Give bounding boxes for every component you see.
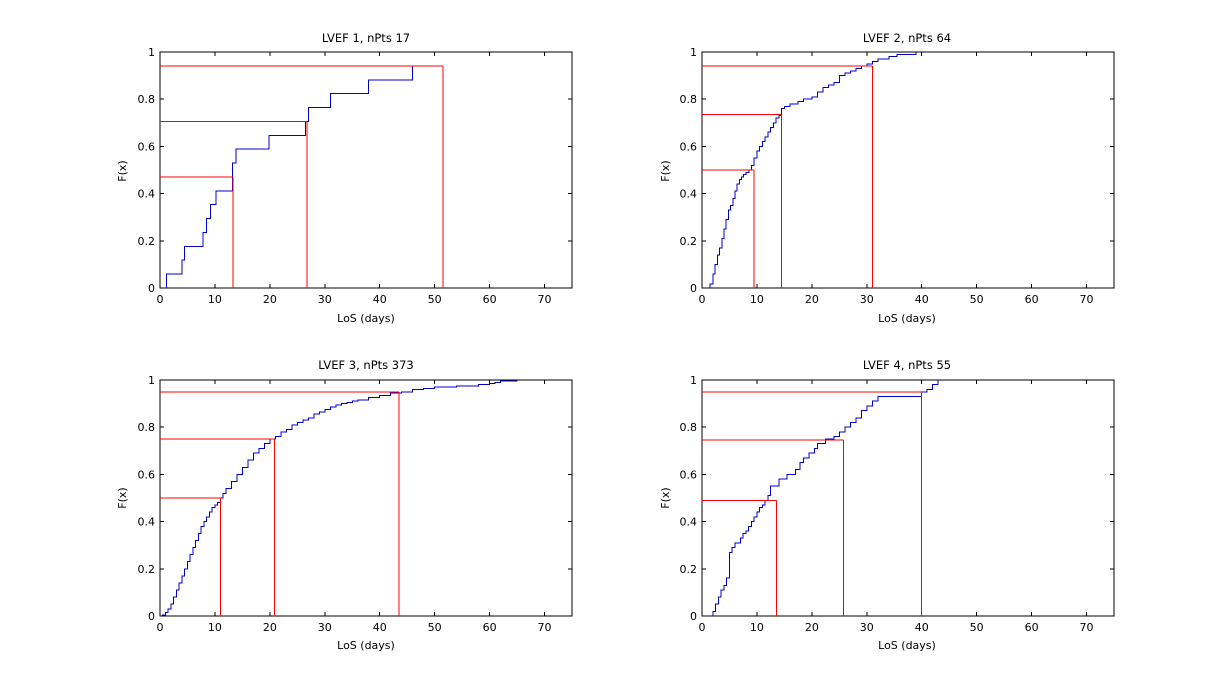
panel-title: LVEF 4, nPts 55	[863, 358, 951, 372]
plot-area	[159, 51, 573, 289]
y-axis-label: F(x)	[659, 160, 672, 181]
y-tick-label: 0.4	[138, 188, 156, 201]
x-tick-label: 20	[263, 621, 277, 634]
panel-title: LVEF 1, nPts 17	[322, 31, 410, 45]
x-tick-label: 50	[428, 621, 442, 634]
panel-lvef-3: LVEF 3, nPts 373 LoS (days) F(x) 0 10 20 30…	[116, 358, 573, 652]
y-tick-label: 0.8	[680, 421, 698, 434]
x-axis-label: LoS (days)	[878, 639, 936, 652]
y-tick-label: 0	[690, 282, 697, 295]
x-tick-label: 70	[1080, 293, 1094, 306]
y-tick-label: 0.6	[680, 468, 698, 481]
panel-lvef-4: LVEF 4, nPts 55 LoS (days) F(x) 0 10 20 30 4…	[659, 358, 1115, 652]
y-tick-label: 0.6	[138, 140, 156, 153]
x-tick-label: 30	[860, 621, 874, 634]
x-axis-label: LoS (days)	[337, 312, 395, 325]
y-tick-label: 1	[690, 374, 697, 387]
y-tick-label: 1	[148, 46, 155, 59]
x-tick-label: 30	[860, 293, 874, 306]
ecdf-step-line	[712, 380, 939, 616]
x-tick-label: 10	[208, 621, 222, 634]
panel-lvef-1: LVEF 1, nPts 17 LoS (days) F(x) 0 10 20 30 4…	[116, 31, 573, 325]
y-tick-label: 0.4	[138, 516, 156, 529]
plot-area	[159, 379, 573, 617]
y-tick-label: 0.4	[680, 516, 698, 529]
y-tick-label: 0.6	[680, 140, 698, 153]
y-tick-label: 0.2	[680, 563, 698, 576]
ecdf-step-line	[162, 380, 518, 616]
y-tick-label: 0	[690, 610, 697, 623]
x-tick-label: 40	[915, 621, 929, 634]
y-axis-label: F(x)	[659, 487, 672, 508]
x-tick-label: 20	[805, 621, 819, 634]
x-tick-label: 40	[373, 621, 387, 634]
y-tick-label: 1	[690, 46, 697, 59]
panel-title: LVEF 3, nPts 373	[318, 358, 414, 372]
x-tick-label: 10	[750, 293, 764, 306]
x-tick-label: 20	[805, 293, 819, 306]
y-tick-label: 0.2	[138, 235, 156, 248]
y-tick-label: 0.8	[138, 93, 156, 106]
panel-title: LVEF 2, nPts 64	[863, 31, 951, 45]
x-tick-label: 70	[1080, 621, 1094, 634]
y-tick-label: 0.8	[680, 93, 698, 106]
x-tick-label: 30	[318, 621, 332, 634]
x-axis-label: LoS (days)	[337, 639, 395, 652]
x-tick-label: 0	[699, 293, 706, 306]
x-tick-label: 0	[157, 293, 164, 306]
y-tick-label: 0	[148, 282, 155, 295]
ecdf-step-line	[709, 52, 917, 288]
x-tick-label: 0	[157, 621, 164, 634]
x-tick-label: 60	[1025, 621, 1039, 634]
x-tick-label: 50	[970, 621, 984, 634]
x-tick-label: 70	[538, 621, 552, 634]
x-tick-label: 10	[208, 293, 222, 306]
y-tick-label: 0.6	[138, 468, 156, 481]
x-tick-label: 60	[483, 293, 497, 306]
plot-area	[701, 379, 1115, 617]
x-tick-label: 40	[915, 293, 929, 306]
x-tick-label: 0	[699, 621, 706, 634]
y-axis-label: F(x)	[116, 160, 129, 181]
y-tick-label: 0	[148, 610, 155, 623]
panel-lvef-2: LVEF 2, nPts 64 LoS (days) F(x) 0 10 20 30 4…	[659, 31, 1115, 325]
x-tick-label: 50	[428, 293, 442, 306]
y-tick-label: 0.8	[138, 421, 156, 434]
x-tick-label: 60	[1025, 293, 1039, 306]
x-tick-label: 30	[318, 293, 332, 306]
x-tick-label: 60	[483, 621, 497, 634]
y-tick-label: 0.4	[680, 188, 698, 201]
y-tick-label: 1	[148, 374, 155, 387]
x-tick-label: 10	[750, 621, 764, 634]
plot-area	[701, 51, 1115, 289]
x-tick-label: 20	[263, 293, 277, 306]
y-axis-label: F(x)	[116, 487, 129, 508]
x-axis-label: LoS (days)	[878, 312, 936, 325]
y-tick-label: 0.2	[680, 235, 698, 248]
x-tick-label: 40	[373, 293, 387, 306]
x-tick-label: 70	[538, 293, 552, 306]
y-tick-label: 0.2	[138, 563, 156, 576]
x-tick-label: 50	[970, 293, 984, 306]
